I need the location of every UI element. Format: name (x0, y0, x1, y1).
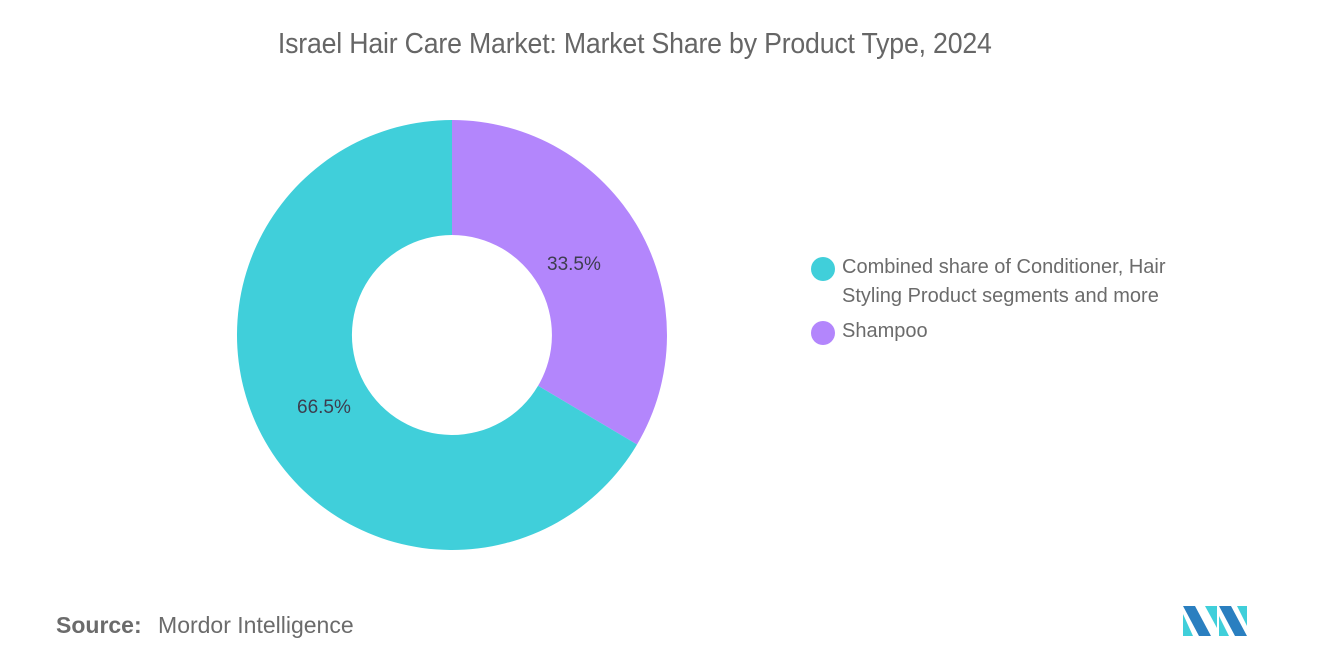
source-label: Source: (56, 612, 142, 638)
source-note: Source: Mordor Intelligence (56, 612, 354, 639)
mordor-logo-icon (1183, 602, 1249, 640)
slice-shampoo[interactable] (452, 120, 667, 445)
slice-label-combined: 66.5% (297, 397, 351, 418)
source-value: Mordor Intelligence (158, 612, 354, 638)
legend-dot-icon (811, 321, 835, 345)
legend: Combined share of Conditioner, Hair Styl… (811, 255, 1231, 354)
slice-combined[interactable] (236, 120, 638, 550)
chart-title: Israel Hair Care Market: Market Share by… (277, 28, 992, 60)
legend-label: Shampoo (842, 320, 928, 342)
legend-item-combined[interactable]: Combined share of Conditioner, Hair Styl… (811, 255, 1231, 311)
legend-item-shampoo[interactable]: Shampoo (811, 319, 1231, 346)
slice-label-shampoo: 33.5% (547, 254, 601, 275)
legend-label: Combined share of Conditioner, Hair Styl… (842, 256, 1166, 307)
legend-dot-icon (811, 257, 835, 281)
